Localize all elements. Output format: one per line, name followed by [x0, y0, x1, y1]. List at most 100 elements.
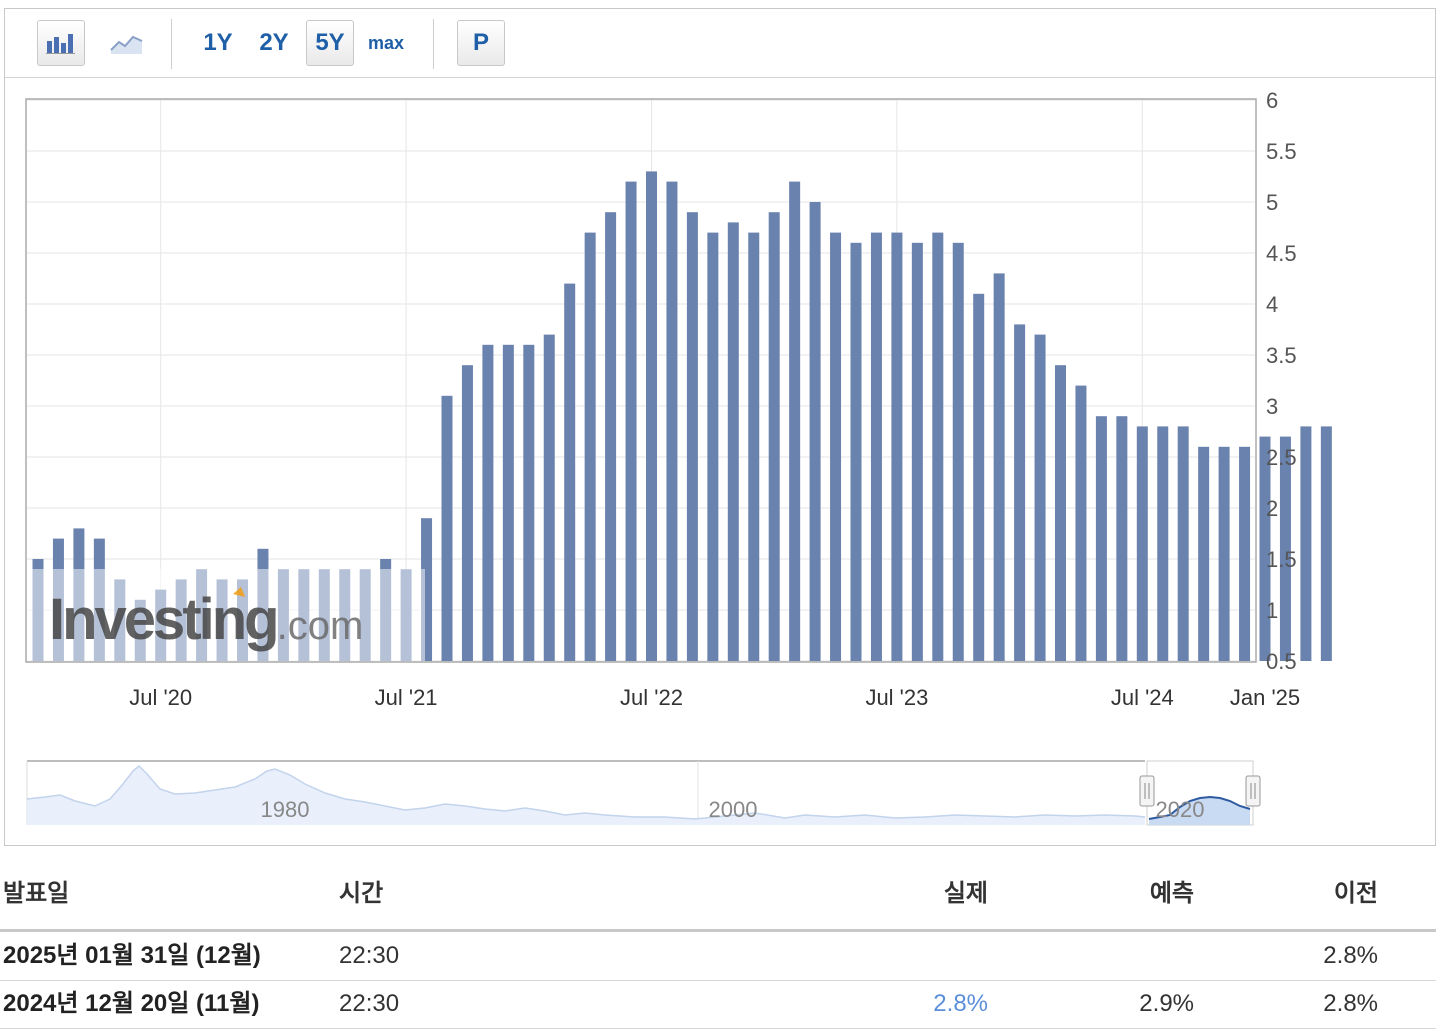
- watermark-text: Investing.com: [49, 587, 363, 652]
- y-tick-label: 1.5: [1266, 547, 1297, 572]
- bar: [646, 171, 657, 661]
- header-time[interactable]: 시간: [339, 880, 384, 907]
- y-tick-label: 1: [1266, 598, 1278, 623]
- y-tick-label: 3: [1266, 394, 1278, 419]
- row-forecast: 2.9%: [1139, 990, 1194, 1017]
- bar: [707, 232, 719, 661]
- row-previous: 2.8%: [1323, 942, 1378, 969]
- navigator-year-label: 1980: [261, 797, 310, 822]
- table-header: 발표일 시간 실제 예측 이전: [0, 870, 1436, 918]
- row-time: 22:30: [339, 990, 400, 1017]
- p-button[interactable]: P: [457, 20, 505, 66]
- bar: [748, 232, 760, 661]
- header-actual[interactable]: 실제: [943, 880, 988, 907]
- toolbar-divider: [433, 19, 434, 69]
- range-max-button[interactable]: max: [367, 32, 405, 53]
- y-tick-label: 2.5: [1266, 445, 1297, 470]
- bar: [911, 242, 923, 662]
- x-axis: Jul '20 Jul '21 Jul '22 Jul '23 Jul '24 Jan '…: [129, 685, 1300, 710]
- bar: [809, 202, 821, 661]
- bar: [605, 212, 617, 661]
- bar: [1198, 446, 1210, 661]
- row-previous: 2.8%: [1323, 990, 1378, 1017]
- bar: [441, 395, 453, 661]
- row-divider: [0, 980, 1436, 981]
- header-date[interactable]: 발표일: [3, 880, 70, 907]
- bar: [1239, 446, 1251, 661]
- bar: [502, 344, 514, 661]
- bar: [932, 232, 944, 661]
- bar: [1279, 436, 1291, 661]
- investing-watermark: Investing.com: [27, 569, 425, 662]
- bar: [850, 242, 862, 662]
- toolbar-divider: [171, 19, 172, 69]
- bar: [952, 242, 964, 662]
- navigator-area: [27, 766, 1145, 825]
- bar: [789, 181, 801, 661]
- bar: [666, 181, 678, 661]
- navigator-handle: [1139, 775, 1155, 807]
- bar: [830, 232, 842, 661]
- row-forecast: [1066, 932, 1194, 980]
- header-divider: [0, 929, 1436, 932]
- range-5y-button[interactable]: 5Y: [306, 20, 354, 66]
- bar: [727, 222, 739, 661]
- bar-chart-icon[interactable]: [37, 20, 85, 66]
- bar: [993, 273, 1005, 661]
- navigator-selection-area: [1149, 797, 1250, 825]
- y-tick-label: 4.5: [1266, 241, 1297, 266]
- bar: [482, 344, 494, 661]
- bar: [421, 518, 433, 661]
- bar: [1034, 334, 1046, 661]
- bar: [1320, 426, 1332, 661]
- bar: [543, 334, 555, 661]
- row-actual: [860, 932, 988, 980]
- x-tick-label: Jul '21: [375, 685, 438, 710]
- bar: [686, 212, 698, 661]
- bar: [1014, 324, 1026, 661]
- bar: [625, 181, 637, 661]
- x-tick-label: Jan '25: [1230, 685, 1300, 710]
- bar: [1157, 426, 1169, 661]
- bar: [1075, 385, 1087, 661]
- range-navigator[interactable]: 1980 2000 2020: [26, 760, 1261, 826]
- navigator-year-label: 2020: [1156, 797, 1205, 822]
- chart-toolbar: 1Y 2Y 5Y max P: [5, 9, 1435, 78]
- bar: [584, 232, 596, 661]
- header-previous[interactable]: 이전: [1333, 880, 1378, 907]
- range-2y-button[interactable]: 2Y: [259, 29, 289, 56]
- row-actual: 2.8%: [933, 990, 988, 1017]
- header-forecast[interactable]: 예측: [1149, 880, 1194, 907]
- bar: [1300, 426, 1312, 661]
- bar: [1116, 416, 1128, 661]
- y-axis: 6 5.5 5 4.5 4 3.5 3 2.5 2 1.5 1 0.5: [1266, 88, 1297, 674]
- bar: [1218, 446, 1230, 661]
- navigator-selection-line: [1148, 795, 1251, 820]
- bar: [870, 232, 882, 661]
- bar: [564, 283, 576, 661]
- y-tick-label: 5: [1266, 190, 1278, 215]
- y-tick-label: 2: [1266, 496, 1278, 521]
- row-divider: [0, 1028, 1436, 1029]
- y-tick-label: 3.5: [1266, 343, 1297, 368]
- row-date: 2024년 12월 20일 (11월): [3, 990, 260, 1017]
- bar: [1095, 416, 1107, 661]
- bar: [523, 344, 535, 661]
- navigator-line: [26, 764, 1146, 820]
- line-chart-icon[interactable]: [103, 20, 151, 66]
- bar: [1177, 426, 1189, 661]
- row-date: 2025년 01월 31일 (12월): [3, 942, 261, 969]
- plot-frame: [25, 98, 1257, 663]
- x-tick-label: Jul '22: [620, 685, 683, 710]
- watermark-accent: [233, 587, 245, 597]
- range-1y-button[interactable]: 1Y: [203, 29, 233, 56]
- y-tick-label: 5.5: [1266, 139, 1297, 164]
- x-tick-label: Jul '23: [865, 685, 928, 710]
- y-tick-label: 0.5: [1266, 649, 1297, 674]
- bar: [973, 293, 985, 661]
- navigator-year-label: 2000: [709, 797, 758, 822]
- chart-panel: 1Y 2Y 5Y max P Investing.com 6 5.5 5 4.5 4 3.…: [4, 8, 1436, 846]
- bar: [1136, 426, 1148, 661]
- bar: [1259, 436, 1271, 661]
- bar: [461, 365, 473, 661]
